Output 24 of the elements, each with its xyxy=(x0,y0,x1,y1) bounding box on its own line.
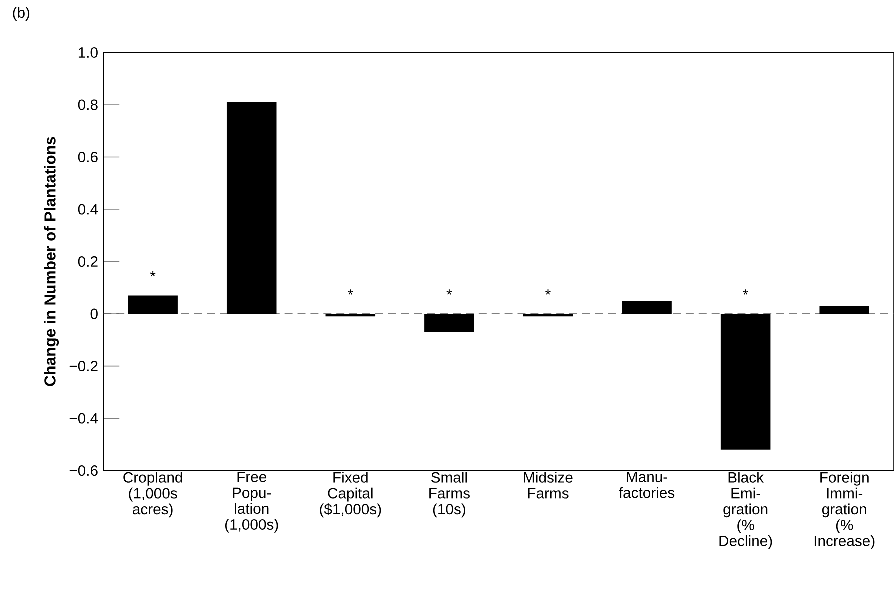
y-tick-label: −0.6 xyxy=(70,465,98,476)
y-tick-label: 0 xyxy=(90,308,98,320)
y-axis-title: Change in Number of Plantations xyxy=(44,137,60,386)
x-tick-label: Cropland (1,000s acres) xyxy=(124,472,182,518)
y-tick-label: 0.8 xyxy=(78,100,98,110)
data-label: * xyxy=(743,290,748,295)
x-tick-label: Free Popu- lation (1,000s) xyxy=(225,472,278,533)
chart-title: (b) xyxy=(13,7,30,21)
y-tick-label: 0.4 xyxy=(78,204,98,215)
data-label: * xyxy=(446,290,452,295)
data-label: * xyxy=(150,271,156,276)
y-tick-label: −0.4 xyxy=(70,413,98,424)
data-label: * xyxy=(546,290,551,295)
x-tick-label: Midsize Farms xyxy=(524,472,573,499)
x-tick-label: Foreign Immi- gration (% Increase) xyxy=(814,472,875,550)
x-tick-label: Black Emi- gration (% Decline) xyxy=(720,472,772,550)
y-tick-label: 0.6 xyxy=(78,152,98,162)
x-tick-label: Small Farms (10s) xyxy=(430,472,470,518)
x-tick-label: Manu- factories xyxy=(619,472,675,498)
y-tick-label: 0.2 xyxy=(78,256,98,267)
y-tick-label: 1.0 xyxy=(78,47,98,58)
data-label: * xyxy=(348,290,354,295)
y-tick-label: −0.2 xyxy=(70,360,98,372)
x-tick-label: Fixed Capital ($1,000s) xyxy=(320,472,382,518)
